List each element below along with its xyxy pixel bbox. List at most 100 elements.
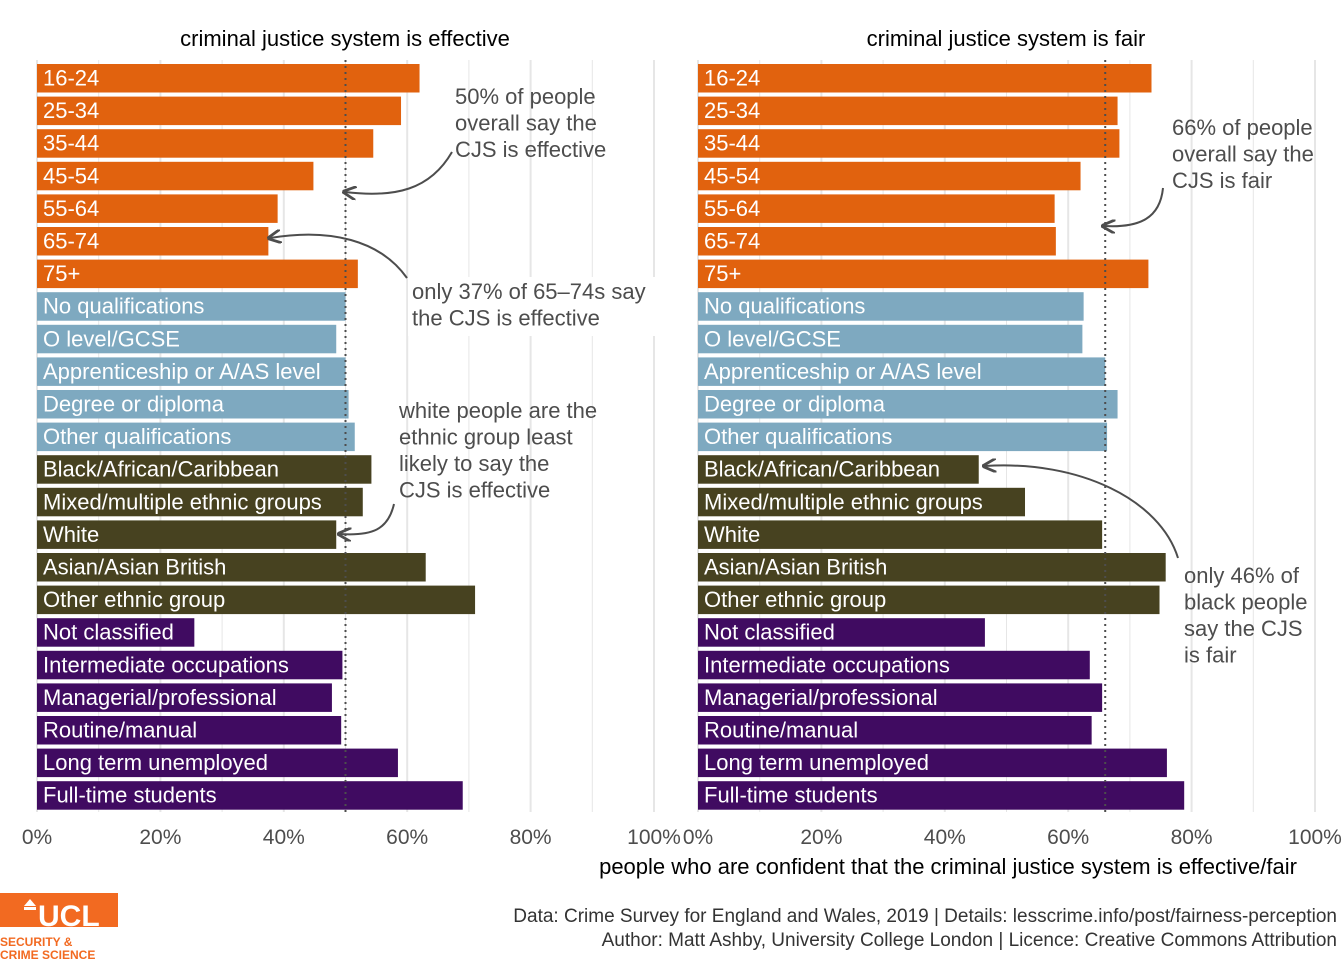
x-axis-ticks: 0% 20% 40% 60% 80% 100% 0% 20% 40% 60% 80% 100% bbox=[22, 826, 1342, 849]
ucl-logo: UCL SECURITY & CRIME SCIENCE bbox=[0, 893, 118, 960]
bar-label: O level/GCSE bbox=[704, 326, 841, 351]
bar bbox=[698, 618, 985, 647]
bar-label: Routine/manual bbox=[43, 718, 197, 743]
bar bbox=[698, 650, 1090, 680]
tick-label: 40% bbox=[924, 826, 966, 849]
arrow-overall-fair bbox=[1104, 187, 1164, 226]
bar-label: 55-64 bbox=[43, 196, 99, 221]
bar-label: No qualifications bbox=[704, 294, 865, 319]
bar bbox=[698, 227, 1056, 256]
bar-label: Mixed/multiple ethnic groups bbox=[704, 489, 983, 514]
bar-label: 25-34 bbox=[704, 98, 760, 123]
bar bbox=[698, 129, 1120, 158]
bar-label: Apprenticeship or A/AS level bbox=[43, 359, 321, 384]
bar-label: Full-time students bbox=[43, 783, 217, 808]
annotation-arrows bbox=[270, 151, 1179, 559]
bar bbox=[698, 422, 1108, 452]
annotation: 50% of people overall say the CJS is effec… bbox=[455, 84, 606, 162]
bar bbox=[698, 683, 1103, 712]
bar-label: Mixed/multiple ethnic groups bbox=[43, 489, 322, 514]
bar-label: Long term unemployed bbox=[43, 750, 268, 775]
bar bbox=[37, 553, 426, 582]
bar-label: Other qualifications bbox=[43, 424, 231, 449]
bar bbox=[37, 390, 349, 419]
bar-labels: 16-24 25-34 35-44 45-54 55-64 65-74 75+ No qual… bbox=[43, 66, 983, 808]
bar-label: Other qualifications bbox=[704, 424, 892, 449]
bar bbox=[698, 585, 1160, 615]
bar bbox=[37, 650, 343, 680]
tick-label: 20% bbox=[800, 826, 842, 849]
bar bbox=[37, 292, 346, 321]
bars bbox=[37, 64, 1185, 810]
bar bbox=[698, 487, 1026, 517]
caption-line-2: Author: Matt Ashby, University College L… bbox=[602, 930, 1337, 951]
x-axis-label: people who are confident that the crimin… bbox=[599, 854, 1297, 879]
bar bbox=[37, 716, 342, 745]
caption-line-1: Data: Crime Survey for England and Wales… bbox=[513, 906, 1337, 927]
bar bbox=[37, 161, 314, 191]
bar-label: 45-54 bbox=[43, 163, 99, 188]
annotation: only 37% of 65–74s say the CJS is effecti… bbox=[408, 277, 674, 336]
bar bbox=[37, 227, 269, 256]
bar-label: 45-54 bbox=[704, 163, 760, 188]
bar-label: Asian/Asian British bbox=[43, 555, 226, 580]
tick-label: 80% bbox=[1171, 826, 1213, 849]
bar bbox=[37, 487, 363, 517]
svg-text:CRIME SCIENCE: CRIME SCIENCE bbox=[0, 948, 95, 960]
annotation: 66% of people overall say the CJS is fair bbox=[1172, 115, 1314, 193]
tick-label: 60% bbox=[386, 826, 428, 849]
bar bbox=[37, 748, 398, 778]
bar-label: White bbox=[43, 522, 99, 547]
arrow-65-74 bbox=[270, 235, 408, 279]
bar bbox=[37, 781, 463, 810]
annotation-text: only 37% of 65–74s say the CJS is effecti… bbox=[412, 279, 646, 331]
tick-label: 0% bbox=[22, 826, 52, 849]
annotations: 50% of people overall say the CJS is effec… bbox=[398, 84, 1314, 668]
bar bbox=[698, 748, 1167, 778]
bar bbox=[37, 585, 476, 615]
bar bbox=[698, 194, 1055, 223]
annotation-text: 50% of people overall say the CJS is effec… bbox=[455, 84, 606, 162]
bar-label: Degree or diploma bbox=[43, 392, 225, 417]
bar bbox=[37, 422, 355, 452]
bar-label: 65-74 bbox=[43, 229, 99, 254]
arrow-black bbox=[985, 465, 1179, 559]
bar-label: Not classified bbox=[704, 620, 835, 645]
bar-label: Managerial/professional bbox=[704, 685, 938, 710]
bar bbox=[698, 716, 1092, 745]
svg-text:UCL: UCL bbox=[38, 900, 100, 933]
annotation: white people are the ethnic group least li… bbox=[398, 398, 597, 503]
arrow-white bbox=[340, 503, 395, 534]
tick-label: 40% bbox=[263, 826, 305, 849]
bar bbox=[698, 553, 1166, 582]
bar bbox=[698, 455, 979, 484]
tick-label: 100% bbox=[1288, 826, 1342, 849]
bar-label: 75+ bbox=[43, 261, 80, 286]
bar-label: Not classified bbox=[43, 620, 174, 645]
bar bbox=[37, 259, 358, 289]
bar bbox=[698, 781, 1185, 810]
bar bbox=[698, 357, 1106, 386]
bar-label: Long term unemployed bbox=[704, 750, 929, 775]
bar bbox=[698, 520, 1103, 549]
bar bbox=[37, 96, 402, 126]
panel-title-fair: criminal justice system is fair bbox=[867, 26, 1146, 51]
tick-label: 100% bbox=[627, 826, 681, 849]
panel-title-effective: criminal justice system is effective bbox=[180, 26, 510, 51]
bar bbox=[37, 455, 372, 484]
bar bbox=[698, 96, 1118, 126]
bar bbox=[37, 194, 278, 223]
bar-label: Intermediate occupations bbox=[43, 652, 289, 677]
bar-label: 75+ bbox=[704, 261, 741, 286]
annotation: only 46% of black people say the CJS is fai… bbox=[1184, 563, 1308, 668]
bar-label: Black/African/Caribbean bbox=[43, 457, 279, 482]
bar-label: 35-44 bbox=[704, 131, 760, 156]
bar bbox=[698, 390, 1118, 419]
tick-label: 20% bbox=[139, 826, 181, 849]
bar bbox=[37, 683, 332, 712]
bar-label: 25-34 bbox=[43, 98, 99, 123]
annotation-background bbox=[408, 277, 674, 336]
annotation-text: only 46% of black people say the CJS is fai… bbox=[1184, 563, 1308, 668]
bar-label: Routine/manual bbox=[704, 718, 858, 743]
bar bbox=[37, 357, 346, 386]
